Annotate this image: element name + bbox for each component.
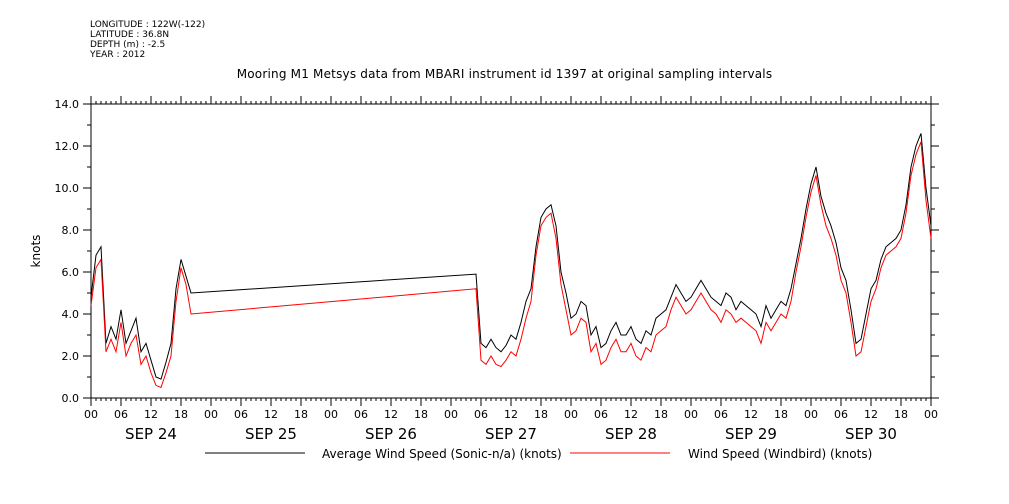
y-axis: 0.0 2.0 4.0 6.0 8.0 10.0 12.0 14.0 [55, 98, 939, 405]
series-layer [90, 133, 932, 389]
y-tick-label: 0.0 [62, 392, 80, 405]
x-tick-label: 06 [834, 408, 848, 421]
x-tick-label: 12 [144, 408, 158, 421]
y-tick-label: 6.0 [62, 266, 80, 279]
depth-label: DEPTH (m) : -2.5 [90, 40, 166, 50]
legend-label-average-wind-speed: Average Wind Speed (Sonic-n/a) (knots) [322, 447, 562, 461]
x-tick-label: 00 [564, 408, 578, 421]
x-tick-label: 00 [444, 408, 458, 421]
y-tick-label: 10.0 [55, 182, 80, 195]
x-tick-label: 18 [894, 408, 908, 421]
metadata-block: LONGITUDE : 122W(-122) LATITUDE : 36.8N … [90, 20, 205, 60]
x-day-label: SEP 25 [245, 425, 297, 443]
x-tick-label: 00 [684, 408, 698, 421]
x-tick-label: 06 [114, 408, 128, 421]
x-tick-label: 06 [234, 408, 248, 421]
longitude-label: LONGITUDE : 122W(-122) [90, 20, 206, 30]
x-day-label: SEP 29 [725, 425, 777, 443]
x-day-label: SEP 28 [605, 425, 657, 443]
series-line-windbird-wind-speed [90, 141, 932, 389]
x-tick-label: 12 [864, 408, 878, 421]
series-line-average-wind-speed [90, 133, 932, 380]
x-tick-label: 12 [384, 408, 398, 421]
y-tick-label: 4.0 [62, 308, 80, 321]
x-tick-label: 00 [84, 408, 98, 421]
y-tick-label: 12.0 [55, 140, 80, 153]
x-tick-label: 18 [414, 408, 428, 421]
x-tick-label: 18 [294, 408, 308, 421]
x-tick-label: 06 [474, 408, 488, 421]
x-tick-label: 06 [354, 408, 368, 421]
year-label: YEAR : 2012 [90, 50, 146, 60]
x-tick-label: 00 [324, 408, 338, 421]
x-tick-label: 06 [594, 408, 608, 421]
x-tick-label: 12 [624, 408, 638, 421]
y-tick-label: 14.0 [55, 98, 80, 111]
x-tick-label: 00 [924, 408, 938, 421]
x-tick-label: 00 [204, 408, 218, 421]
x-tick-label: 18 [654, 408, 668, 421]
x-axis: 00 06 12 18 00 06 12 18 00 06 12 18 00 06 12 18 00 06 12 18… [84, 96, 938, 443]
x-tick-label: 12 [744, 408, 758, 421]
x-tick-label: 18 [174, 408, 188, 421]
chart-title: Mooring M1 Metsys data from MBARI instru… [236, 67, 773, 81]
x-day-label: SEP 30 [845, 425, 897, 443]
x-day-label: SEP 24 [125, 425, 177, 443]
x-tick-label: 06 [714, 408, 728, 421]
y-tick-label: 2.0 [62, 350, 80, 363]
x-tick-label: 12 [264, 408, 278, 421]
x-day-label: SEP 27 [485, 425, 537, 443]
legend-label-windbird-wind-speed: Wind Speed (Windbird) (knots) [688, 447, 872, 461]
x-tick-label: 12 [504, 408, 518, 421]
x-day-label: SEP 26 [365, 425, 417, 443]
plot-frame [90, 103, 932, 399]
x-tick-label: 00 [804, 408, 818, 421]
y-axis-label: knots [29, 235, 43, 268]
x-tick-label: 18 [774, 408, 788, 421]
legend: Average Wind Speed (Sonic-n/a) (knots) W… [205, 447, 872, 461]
y-tick-label: 8.0 [62, 224, 80, 237]
latitude-label: LATITUDE : 36.8N [90, 30, 170, 40]
x-tick-label: 18 [534, 408, 548, 421]
